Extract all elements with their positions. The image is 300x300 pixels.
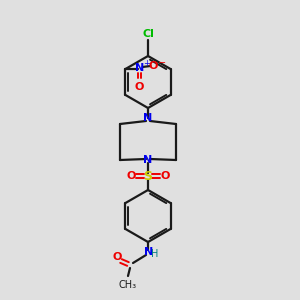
Text: N: N bbox=[143, 155, 153, 165]
Text: N: N bbox=[144, 247, 154, 257]
Text: O: O bbox=[160, 171, 170, 181]
Text: O: O bbox=[126, 171, 136, 181]
Text: O: O bbox=[135, 82, 144, 92]
Text: Cl: Cl bbox=[142, 29, 154, 39]
Text: O: O bbox=[149, 61, 158, 71]
Text: −: − bbox=[158, 58, 166, 68]
Text: CH₃: CH₃ bbox=[119, 280, 137, 290]
Text: +: + bbox=[143, 59, 150, 68]
Text: N: N bbox=[135, 63, 144, 73]
Text: O: O bbox=[112, 252, 122, 262]
Text: N: N bbox=[143, 113, 153, 123]
Text: H: H bbox=[151, 249, 159, 259]
Text: S: S bbox=[143, 169, 152, 182]
